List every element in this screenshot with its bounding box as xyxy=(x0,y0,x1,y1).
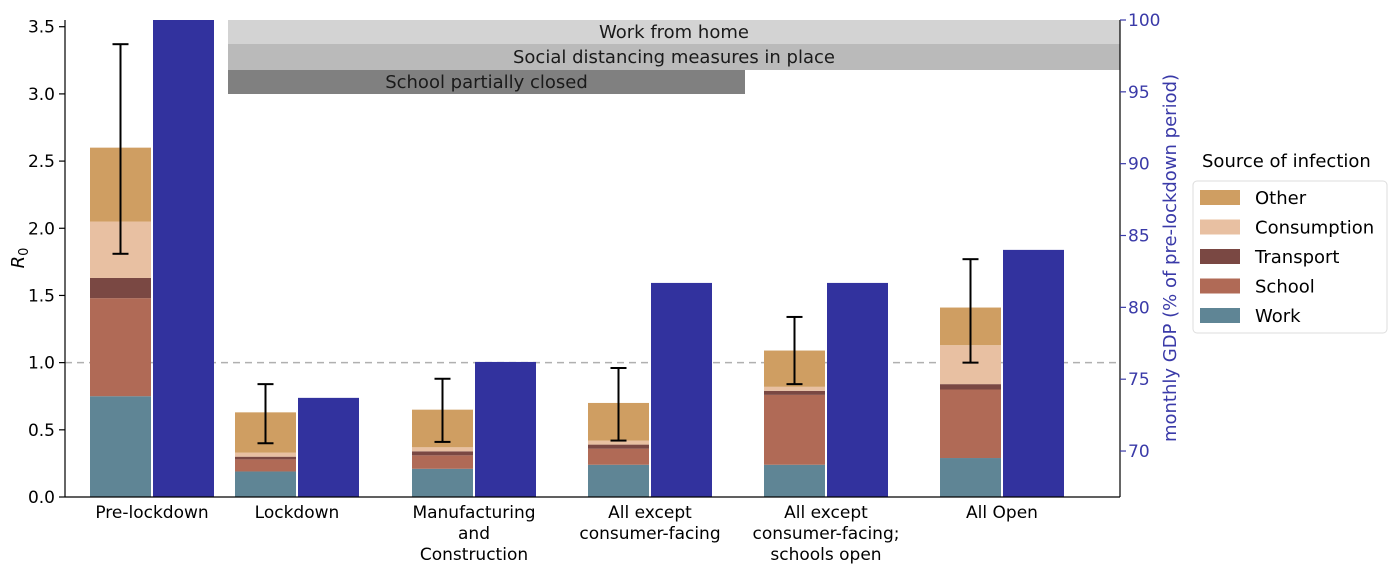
legend-title: Source of infection xyxy=(1202,151,1371,172)
legend-swatch-work xyxy=(1200,308,1240,323)
legend-label-other: Other xyxy=(1255,188,1307,209)
legend-swatch-school xyxy=(1200,278,1240,294)
bar-transport xyxy=(764,390,825,395)
y-tick-label: 0.0 xyxy=(28,488,55,508)
x-tick-label-line: Pre-lockdown xyxy=(95,503,208,523)
gdp-bar xyxy=(651,282,712,497)
bar-transport xyxy=(940,384,1001,390)
policy-band-label: School partially closed xyxy=(385,72,588,93)
legend-swatch-consumption xyxy=(1200,219,1240,235)
y2-tick-label: 90 xyxy=(1128,155,1150,175)
bar-transport xyxy=(412,451,473,456)
x-tick-label: All Open xyxy=(966,503,1038,523)
y-tick-label: 0.5 xyxy=(28,421,55,441)
legend-label-work: Work xyxy=(1255,306,1301,327)
y-tick-label: 1.0 xyxy=(28,354,55,374)
y-tick-label: 3.0 xyxy=(28,85,55,105)
bar-transport xyxy=(90,277,151,299)
bar-consumption xyxy=(588,440,649,445)
legend-label-consumption: Consumption xyxy=(1255,218,1374,239)
bar-work xyxy=(588,464,649,497)
x-tick-label: All except consumer-facing; schools open xyxy=(753,503,900,565)
bar-work xyxy=(235,471,296,497)
legend-label-school: School xyxy=(1255,277,1315,298)
bar-school xyxy=(588,448,649,465)
bar-work xyxy=(940,458,1001,497)
x-tick-label-line: All except xyxy=(784,503,868,523)
bar-transport xyxy=(588,444,649,449)
x-tick-label-line: Construction xyxy=(420,545,528,565)
policy-band xyxy=(228,20,1120,44)
legend-swatch-other xyxy=(1200,190,1240,205)
policy-band xyxy=(228,70,745,94)
bar-consumption xyxy=(235,452,296,457)
x-tick-label: All except consumer-facing xyxy=(579,503,720,544)
y2-tick-label: 75 xyxy=(1128,370,1150,390)
x-tick-label-line: consumer-facing; xyxy=(753,524,900,544)
bar-school xyxy=(235,459,296,472)
bar-school xyxy=(412,455,473,469)
y2-tick-label: 85 xyxy=(1128,227,1150,247)
policy-band-label: Work from home xyxy=(599,22,749,43)
gdp-bar xyxy=(1003,249,1064,497)
legend-swatch-transport xyxy=(1200,249,1240,264)
bar-school xyxy=(940,389,1001,459)
gdp-bar xyxy=(298,397,359,497)
policy-band xyxy=(228,44,1120,70)
y-tick-label: 2.5 xyxy=(28,152,55,172)
y-tick-label: 2.0 xyxy=(28,219,55,239)
gdp-bar xyxy=(827,282,888,497)
y-axis-label-main: R xyxy=(8,256,29,269)
x-tick-label: Lockdown xyxy=(255,503,340,523)
gdp-bar xyxy=(153,20,214,497)
y-axis-label: R0 xyxy=(8,248,32,269)
y2-tick-label: 80 xyxy=(1128,298,1150,318)
y2-tick-label: 70 xyxy=(1128,442,1150,462)
bar-consumption xyxy=(412,447,473,452)
y-tick-label: 3.5 xyxy=(28,18,55,38)
x-tick-label-line: and xyxy=(458,524,490,544)
bar-transport xyxy=(235,456,296,460)
x-tick-label-line: Lockdown xyxy=(255,503,340,523)
y2-tick-label: 95 xyxy=(1128,83,1150,103)
x-tick-label: Manufacturing and Construction xyxy=(412,503,535,565)
x-tick-label-line: Manufacturing xyxy=(412,503,535,523)
x-tick-label: Pre-lockdown xyxy=(95,503,208,523)
y-axis-label-sub: 0 xyxy=(17,248,32,256)
y2-tick-label: 100 xyxy=(1128,11,1160,31)
y-tick-label: 1.5 xyxy=(28,286,55,306)
bar-school xyxy=(764,394,825,465)
legend-box xyxy=(1192,180,1388,334)
x-tick-label-line: schools open xyxy=(770,545,881,565)
x-tick-label-line: All except xyxy=(608,503,692,523)
x-tick-label-line: consumer-facing xyxy=(579,524,720,544)
bar-work xyxy=(412,468,473,497)
gdp-bar xyxy=(475,361,536,497)
legend-label-transport: Transport xyxy=(1254,247,1339,268)
bar-work xyxy=(90,396,151,497)
policy-band-label: Social distancing measures in place xyxy=(513,47,835,68)
bar-work xyxy=(764,464,825,497)
bar-school xyxy=(90,298,151,397)
bar-consumption xyxy=(764,386,825,391)
x-tick-label-line: All Open xyxy=(966,503,1038,523)
y2-axis-label: monthly GDP (% of pre-lockdown period) xyxy=(1160,74,1181,442)
